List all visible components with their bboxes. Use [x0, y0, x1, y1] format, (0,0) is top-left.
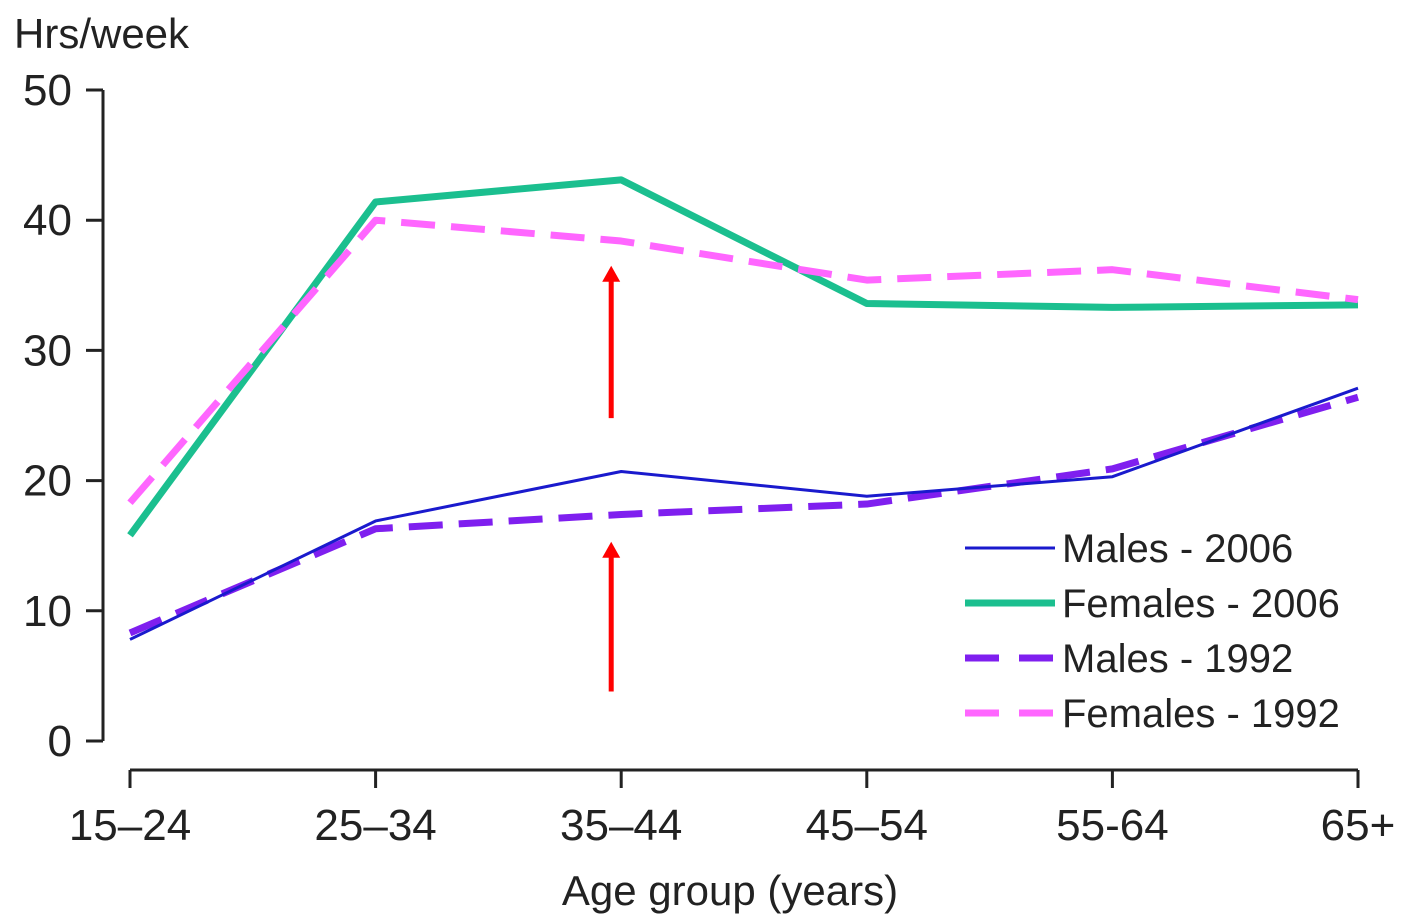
x-tick-label: 15–24 — [69, 801, 191, 850]
x-tick-label: 35–44 — [560, 801, 682, 850]
y-tick-label: 40 — [23, 196, 72, 245]
y-tick-label: 30 — [23, 326, 72, 375]
series-layer — [127, 176, 1359, 641]
y-tick-label: 20 — [23, 457, 72, 506]
x-tick-label: 25–34 — [314, 801, 436, 850]
x-axis-label: Age group (years) — [562, 867, 898, 914]
legend-label: Males - 2006 — [1062, 527, 1293, 571]
y-tick-label: 0 — [48, 717, 72, 766]
y-axis-label: Hrs/week — [14, 10, 190, 57]
legend: Males - 2006 Females - 2006 Males - 1992 Fe… — [965, 527, 1340, 736]
x-tick-label: 45–54 — [806, 801, 928, 850]
legend-label: Females - 1992 — [1062, 692, 1340, 736]
y-tick-label: 10 — [23, 587, 72, 636]
annotation-layer — [602, 265, 621, 692]
series-line-1 — [127, 176, 1359, 538]
y-tick-label: 50 — [23, 66, 72, 115]
arrow-head — [602, 541, 621, 558]
x-tick-label: 65+ — [1321, 801, 1396, 850]
series-line-0 — [129, 386, 1359, 641]
legend-label: Females - 2006 — [1062, 582, 1340, 626]
legend-label: Males - 1992 — [1062, 637, 1293, 681]
arrow-head — [602, 265, 621, 282]
x-axis: 15–24 25–34 35–44 45–54 55-64 65+ — [69, 768, 1396, 850]
y-axis: 0 10 20 30 40 50 — [23, 66, 105, 766]
series-line-3 — [127, 216, 1359, 506]
x-tick-label: 55-64 — [1056, 801, 1169, 850]
series-line-2 — [128, 393, 1359, 637]
